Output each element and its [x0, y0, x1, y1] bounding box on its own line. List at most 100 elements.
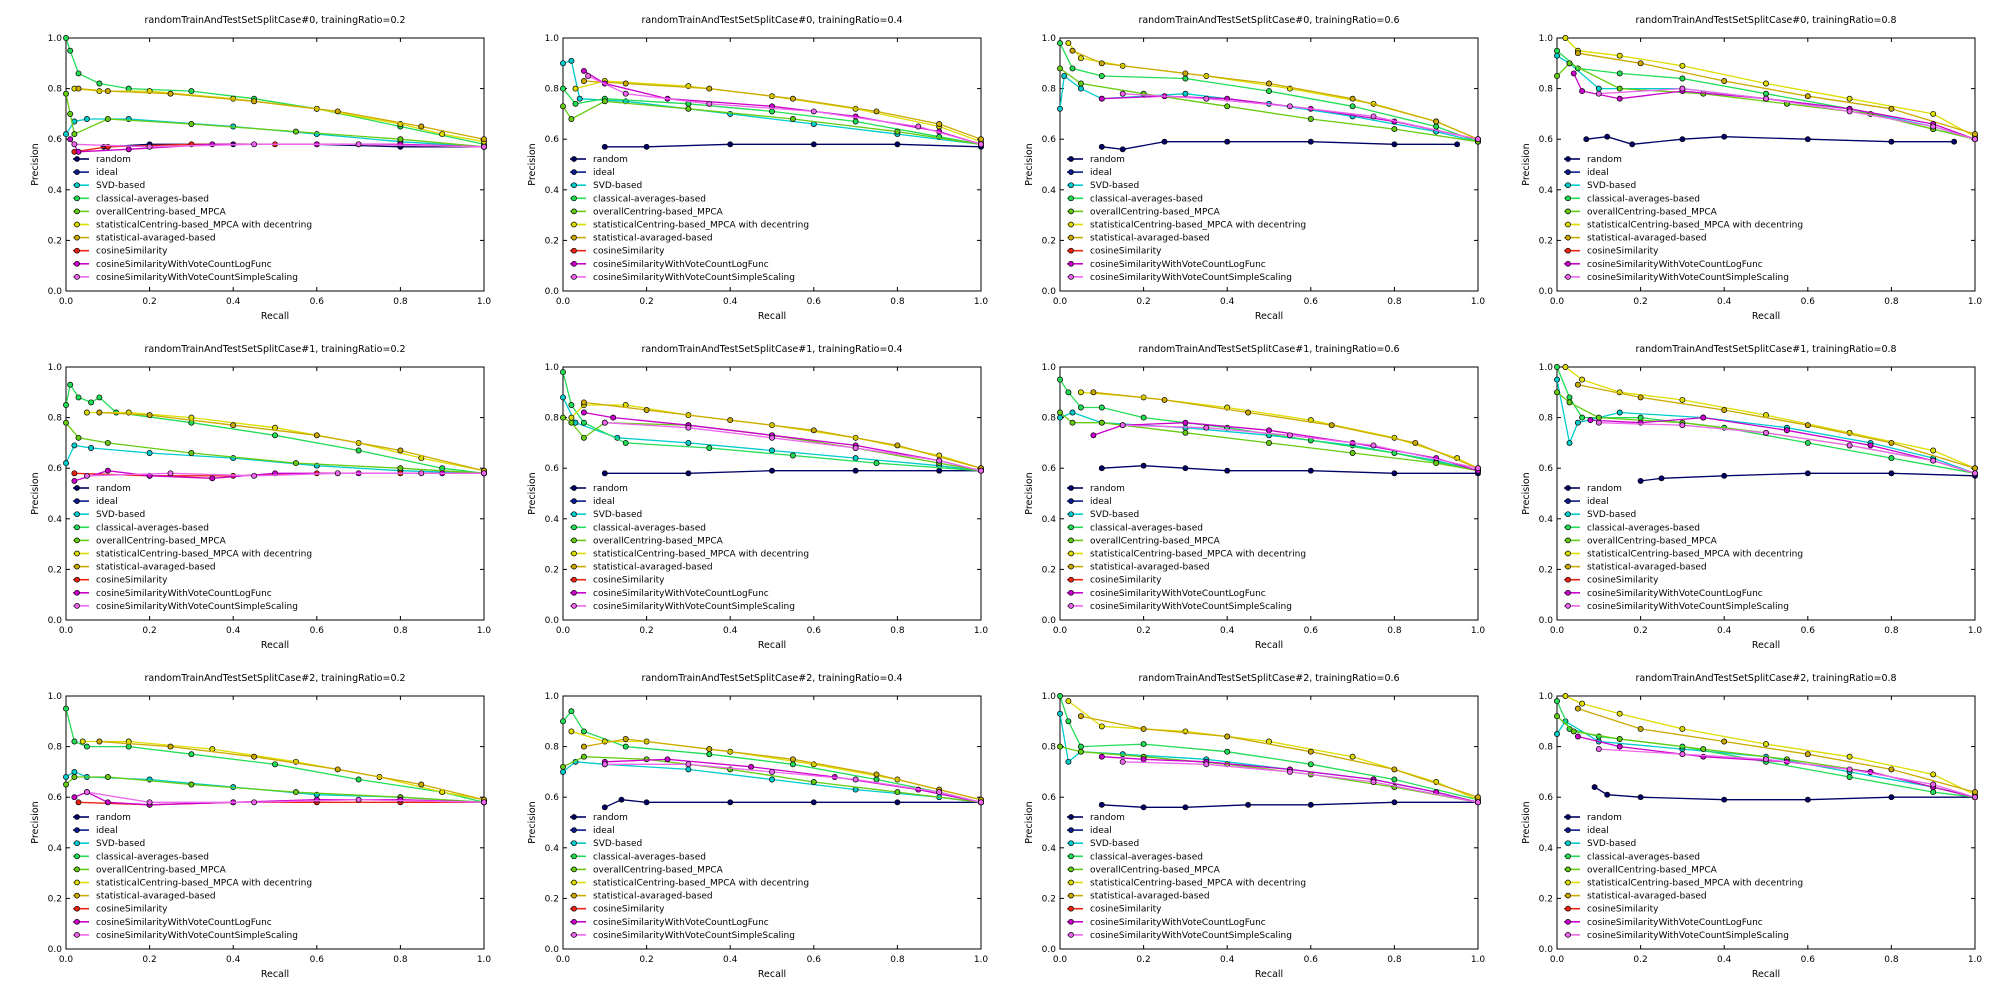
- series-line: [604, 143, 982, 148]
- axes-frame: [1556, 695, 1976, 950]
- data-point: [1595, 414, 1602, 421]
- series-line: [1598, 422, 1976, 474]
- data-point: [1069, 47, 1076, 54]
- subplot-5: randomTrainAndTestSetSplitCase#1, traini…: [527, 344, 988, 651]
- data-point: [1658, 475, 1665, 482]
- y-tick-label: 0.2: [1539, 894, 1553, 904]
- data-point: [272, 432, 278, 439]
- legend-label: cosineSimilarityWithVoteCountSimpleScali…: [1587, 273, 1789, 283]
- legend-label: cosineSimilarityWithVoteCountLogFunc: [593, 260, 769, 270]
- data-point: [1637, 60, 1644, 67]
- data-point: [789, 116, 796, 122]
- data-point: [1888, 105, 1895, 112]
- data-point: [1591, 784, 1598, 791]
- legend-swatch-marker: [1068, 589, 1074, 596]
- x-tick-label: 0.8: [1387, 297, 1402, 307]
- y-tick-label: 0.8: [545, 743, 560, 753]
- y-tick-label: 0.4: [545, 844, 560, 854]
- legend-label: cosineSimilarity: [1090, 905, 1162, 915]
- legend-label: statisticalCentring-based_MPCA with dece…: [593, 550, 809, 560]
- legend-label: random: [1090, 155, 1125, 165]
- axes-frame: [562, 695, 982, 950]
- legend-label: ideal: [96, 497, 118, 507]
- data-point: [96, 409, 103, 416]
- legend-label: overallCentring-based_MPCA: [593, 865, 724, 875]
- axes-frame: [1059, 37, 1479, 292]
- series-line: [604, 470, 981, 474]
- data-point: [272, 761, 278, 768]
- legend-swatch-marker: [571, 603, 577, 609]
- data-point: [1579, 414, 1586, 421]
- x-tick-label: 0.8: [1387, 626, 1402, 636]
- x-tick-label: 1.0: [1968, 297, 1983, 307]
- data-point: [1574, 50, 1581, 57]
- x-tick-label: 0.0: [1053, 297, 1068, 307]
- series-line: [99, 740, 485, 801]
- data-point: [601, 470, 608, 477]
- data-point: [1721, 472, 1728, 479]
- data-point: [1057, 105, 1063, 112]
- series-line: [1586, 136, 1955, 145]
- data-point: [167, 743, 174, 750]
- legend-swatch-marker: [1068, 918, 1074, 925]
- data-point: [852, 776, 859, 783]
- legend-label: statisticalCentring-based_MPCA with dece…: [1587, 879, 1803, 889]
- series-line: [1059, 42, 1479, 143]
- data-point: [601, 804, 608, 811]
- data-point: [104, 799, 111, 806]
- data-point: [1224, 733, 1231, 740]
- legend-label: cosineSimilarityWithVoteCountSimpleScali…: [96, 931, 298, 941]
- data-point: [1637, 477, 1644, 484]
- legend-label: overallCentring-based_MPCA: [1587, 536, 1718, 546]
- data-point: [1574, 705, 1581, 712]
- y-axis-label: Precision: [30, 472, 41, 514]
- y-tick-label: 1.0: [1042, 692, 1057, 702]
- data-point: [1587, 417, 1594, 424]
- data-point: [568, 414, 575, 421]
- data-point: [63, 90, 69, 97]
- legend-label: ideal: [1587, 826, 1609, 836]
- data-point: [1391, 766, 1398, 773]
- data-point: [810, 779, 817, 785]
- subplot-10: randomTrainAndTestSetSplitCase#2, traini…: [1024, 673, 1485, 980]
- legend-label: statisticalCentring-based_MPCA with dece…: [96, 550, 312, 560]
- legend-swatch-marker: [1565, 485, 1571, 491]
- data-point: [1224, 467, 1231, 474]
- y-tick-label: 1.0: [1042, 363, 1057, 373]
- data-point: [1972, 470, 1978, 477]
- legend-label: ideal: [593, 168, 615, 178]
- data-point: [1433, 123, 1440, 130]
- y-tick-label: 0.0: [545, 287, 560, 297]
- data-point: [560, 85, 566, 92]
- legend-swatch-marker: [1068, 169, 1074, 175]
- data-point: [789, 756, 796, 763]
- legend-swatch-marker: [571, 498, 577, 504]
- series-line: [65, 37, 485, 145]
- legend-label: statisticalCentring-based_MPCA with dece…: [1090, 221, 1306, 231]
- data-point: [1679, 422, 1686, 429]
- legend-swatch-marker: [1068, 892, 1074, 899]
- data-point: [251, 472, 258, 479]
- legend-swatch-marker: [571, 156, 577, 162]
- data-point: [355, 796, 362, 803]
- y-tick-label: 0.2: [545, 565, 559, 575]
- data-point: [873, 771, 880, 778]
- data-point: [1454, 141, 1461, 148]
- data-point: [1077, 55, 1084, 62]
- legend-label: classical-averages-based: [96, 852, 209, 862]
- x-tick-label: 0.2: [1633, 955, 1647, 965]
- data-point: [1391, 141, 1398, 148]
- data-point: [1616, 743, 1623, 750]
- legend-swatch-marker: [74, 866, 80, 873]
- series-line: [65, 93, 485, 148]
- legend-swatch-marker: [74, 274, 80, 280]
- data-point: [75, 394, 82, 401]
- data-point: [75, 85, 82, 92]
- data-point: [1579, 376, 1586, 383]
- y-tick-label: 0.8: [1042, 414, 1057, 424]
- legend-label: cosineSimilarityWithVoteCountSimpleScali…: [1090, 602, 1292, 612]
- data-point: [1077, 748, 1084, 755]
- data-point: [251, 799, 258, 806]
- data-point: [643, 143, 650, 150]
- legend-swatch-marker: [1565, 550, 1571, 557]
